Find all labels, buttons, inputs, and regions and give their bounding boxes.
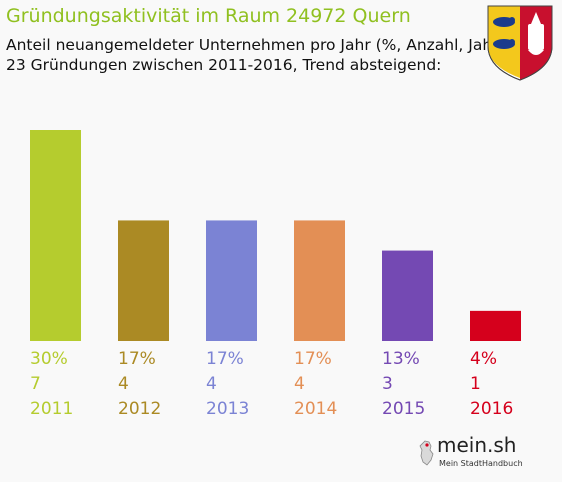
chart-title: Gründungsaktivität im Raum 24972 Quern — [6, 5, 411, 27]
count-label-2011: 7 — [30, 374, 41, 394]
year-label-2013: 2013 — [206, 399, 249, 419]
percent-label-2012: 17% — [118, 349, 156, 369]
year-label-2014: 2014 — [294, 399, 337, 419]
bar-2014 — [294, 220, 345, 341]
percent-label-2013: 17% — [206, 349, 244, 369]
coat-of-arms-icon — [487, 5, 553, 81]
count-label-2013: 4 — [206, 374, 217, 394]
year-label-2016: 2016 — [470, 399, 513, 419]
percent-label-2014: 17% — [294, 349, 332, 369]
percent-label-2016: 4% — [470, 349, 497, 369]
count-label-2016: 1 — [470, 374, 481, 394]
bar-2013 — [206, 220, 257, 341]
bar-2012 — [118, 220, 169, 341]
count-label-2012: 4 — [118, 374, 129, 394]
percent-label-2015: 13% — [382, 349, 420, 369]
bar-2011 — [30, 130, 81, 341]
bar-2016 — [470, 310, 521, 341]
year-label-2012: 2012 — [118, 399, 161, 419]
chart-subtitle-summary: 23 Gründungen zwischen 2011-2016, Trend … — [6, 56, 442, 74]
brand-logo: mein.sh Mein StadtHandbuch — [417, 432, 525, 474]
logo-wordmark: mein.sh — [437, 433, 517, 457]
bar-2015 — [382, 250, 433, 341]
chart-subtitle-description: Anteil neuangemeldeter Unternehmen pro J… — [6, 36, 505, 54]
count-label-2015: 3 — [382, 374, 393, 394]
percent-label-2011: 30% — [30, 349, 68, 369]
year-label-2015: 2015 — [382, 399, 425, 419]
year-label-2011: 2011 — [30, 399, 73, 419]
logo-tagline: Mein StadtHandbuch — [439, 459, 523, 468]
germany-map-icon — [419, 440, 434, 466]
count-label-2014: 4 — [294, 374, 305, 394]
